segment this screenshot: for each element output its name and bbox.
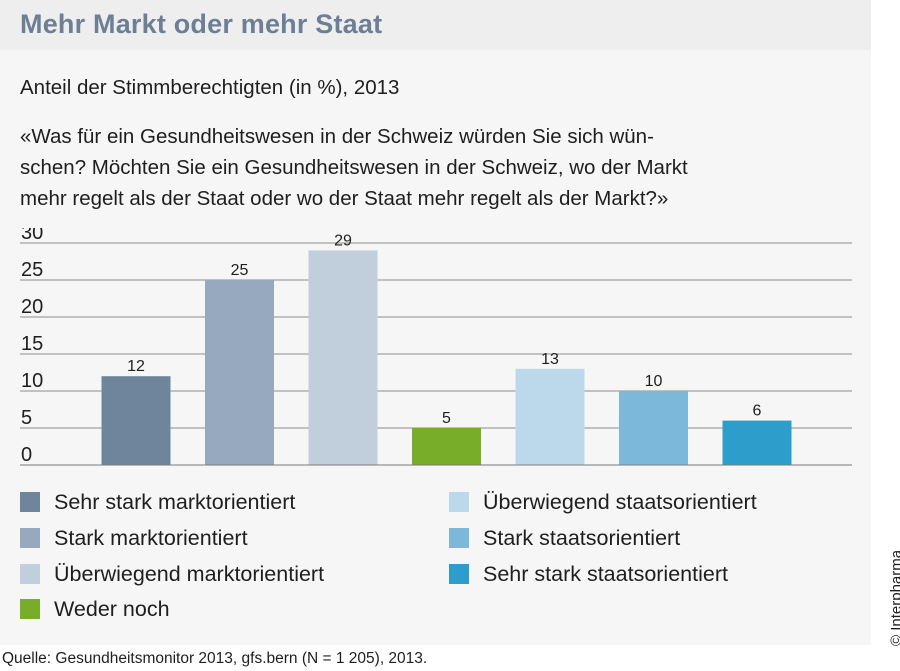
legend-swatch [20, 599, 40, 619]
source-note: Quelle: Gesundheitsmonitor 2013, gfs.ber… [2, 650, 428, 667]
data-label: 5 [442, 410, 451, 427]
legend-label: Stark marktorientiert [54, 525, 248, 550]
legend-swatch [20, 564, 40, 584]
chart-subtitle: Anteil der Stimmberechtigten (in %), 201… [20, 76, 400, 99]
legend-item: Sehr stark marktorientiert [20, 489, 295, 515]
y-tick-label: 10 [21, 370, 43, 392]
bar [205, 280, 274, 465]
copyright-note: © Interpharma [888, 549, 900, 646]
survey-question-line: schen? Möchten Sie ein Gesundheitswesen … [20, 156, 688, 179]
legend-label: Sehr stark staatsorientiert [483, 561, 728, 586]
bar [308, 250, 378, 465]
legend-label: Überwiegend staatsorientiert [483, 489, 757, 514]
chart-panel [0, 50, 871, 645]
legend-label: Stark staatsorientiert [483, 525, 681, 550]
chart-title: Mehr Markt oder mehr Staat [20, 9, 383, 39]
data-label: 13 [541, 351, 559, 368]
bar [515, 368, 585, 465]
y-tick-label: 15 [21, 333, 43, 355]
legend-item: Stark marktorientiert [20, 525, 248, 551]
legend-item: Überwiegend staatsorientiert [449, 489, 757, 515]
legend-swatch [20, 492, 40, 512]
legend-item: Sehr stark staatsorientiert [449, 561, 728, 587]
legend-item: Weder noch [20, 596, 170, 622]
bar [101, 376, 171, 465]
y-tick-label: 30 [21, 228, 43, 244]
legend-label: Weder noch [54, 596, 170, 621]
legend-label: Sehr stark marktorientiert [54, 489, 296, 514]
title-band [0, 0, 871, 50]
survey-question-line: «Was für ein Gesundheitswesen in der Sch… [20, 125, 654, 148]
y-tick-label: 20 [21, 296, 43, 318]
y-tick-label: 0 [21, 444, 32, 466]
legend-item: Stark staatsorientiert [449, 525, 680, 551]
legend-swatch [449, 528, 469, 548]
survey-question: «Was für ein Gesundheitswesen in der Sch… [20, 121, 860, 214]
bar [619, 391, 688, 465]
data-label: 29 [334, 232, 352, 249]
bar-chart: 0 5 10 15 20 25 30 12 25 29 5 13 10 6 [20, 228, 852, 466]
legend-swatch [20, 528, 40, 548]
survey-question-line: mehr regelt als der Staat oder wo der St… [20, 187, 669, 210]
legend-item: Überwiegend marktorientiert [20, 561, 324, 587]
y-tick-label: 5 [21, 407, 32, 429]
data-label: 6 [753, 403, 762, 420]
legend-swatch [449, 492, 469, 512]
legend-swatch [449, 564, 469, 584]
y-tick-label: 25 [21, 259, 43, 281]
bar [412, 428, 481, 465]
data-label: 25 [231, 262, 249, 279]
legend-label: Überwiegend marktorientiert [54, 561, 325, 586]
bar [722, 420, 792, 465]
data-label: 10 [645, 373, 663, 390]
data-label: 12 [127, 358, 145, 375]
